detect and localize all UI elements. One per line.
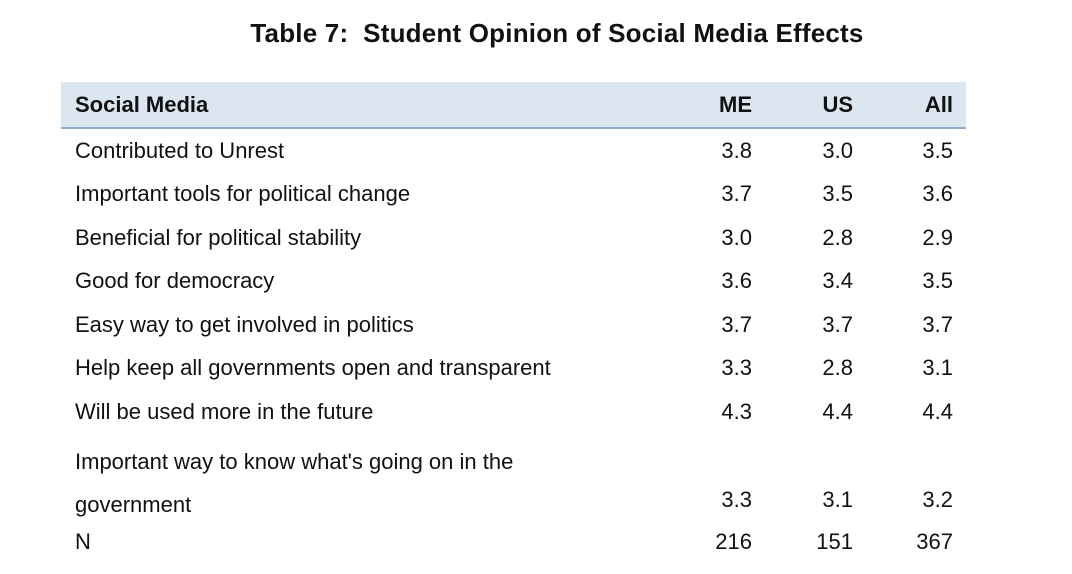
cell-all: 3.1 (922, 355, 953, 381)
cell-me: 3.7 (721, 181, 752, 207)
table-header-row: Social Media ME US All (61, 82, 966, 129)
row-label: Contributed to Unrest (75, 137, 285, 163)
row-label: Easy way to get involved in politics (75, 311, 414, 337)
table-row-n: N 216 151 367 (61, 521, 966, 565)
row-label: Important way to know what's going on in… (75, 448, 514, 518)
table-row: Important tools for political change 3.7… (61, 173, 966, 217)
cell-us: 2.8 (822, 355, 853, 381)
table-row: Easy way to get involved in politics 3.7… (61, 303, 966, 347)
column-header-me: ME (719, 91, 752, 117)
cell-all: 3.6 (922, 181, 953, 207)
table-row: Beneficial for political stability 3.0 2… (61, 216, 966, 260)
cell-us: 3.0 (822, 137, 853, 163)
table-row: Will be used more in the future 4.3 4.4 … (61, 390, 966, 434)
table-title: Table 7: Student Opinion of Social Media… (250, 18, 864, 48)
cell-all: 3.7 (922, 311, 953, 337)
cell-us: 3.7 (822, 311, 853, 337)
row-label: Good for democracy (75, 268, 275, 294)
row-label: N (75, 529, 91, 555)
cell-me: 3.0 (721, 224, 752, 250)
table-row: Help keep all governments open and trans… (61, 347, 966, 391)
cell-us: 2.8 (822, 224, 853, 250)
cell-me: 3.3 (721, 486, 752, 512)
table-row: Contributed to Unrest 3.8 3.0 3.5 (61, 129, 966, 173)
cell-us: 3.5 (822, 181, 853, 207)
cell-all: 367 (916, 529, 953, 555)
row-label: Important tools for political change (75, 181, 411, 207)
cell-all: 4.4 (922, 398, 953, 424)
cell-me: 216 (715, 529, 752, 555)
row-label: Will be used more in the future (75, 398, 374, 424)
cell-me: 3.8 (721, 137, 752, 163)
cell-all: 3.5 (922, 268, 953, 294)
column-header-us: US (822, 91, 853, 117)
cell-us: 4.4 (822, 398, 853, 424)
column-header-social-media: Social Media (75, 91, 209, 117)
row-label: Beneficial for political stability (75, 224, 362, 250)
row-label: Help keep all governments open and trans… (75, 355, 551, 381)
cell-me: 4.3 (721, 398, 752, 424)
opinion-table: Social Media ME US All Contributed to Un… (61, 82, 966, 564)
cell-us: 3.1 (822, 486, 853, 512)
cell-all: 3.2 (922, 486, 953, 512)
column-header-all: All (924, 91, 953, 117)
cell-us: 151 (816, 529, 853, 555)
table-row: Good for democracy 3.6 3.4 3.5 (61, 260, 966, 304)
cell-all: 2.9 (922, 224, 953, 250)
cell-me: 3.7 (721, 311, 752, 337)
cell-us: 3.4 (822, 268, 853, 294)
cell-me: 3.6 (721, 268, 752, 294)
table-row: Important way to know what's going on in… (61, 434, 966, 521)
cell-me: 3.3 (721, 355, 752, 381)
cell-all: 3.5 (922, 137, 953, 163)
